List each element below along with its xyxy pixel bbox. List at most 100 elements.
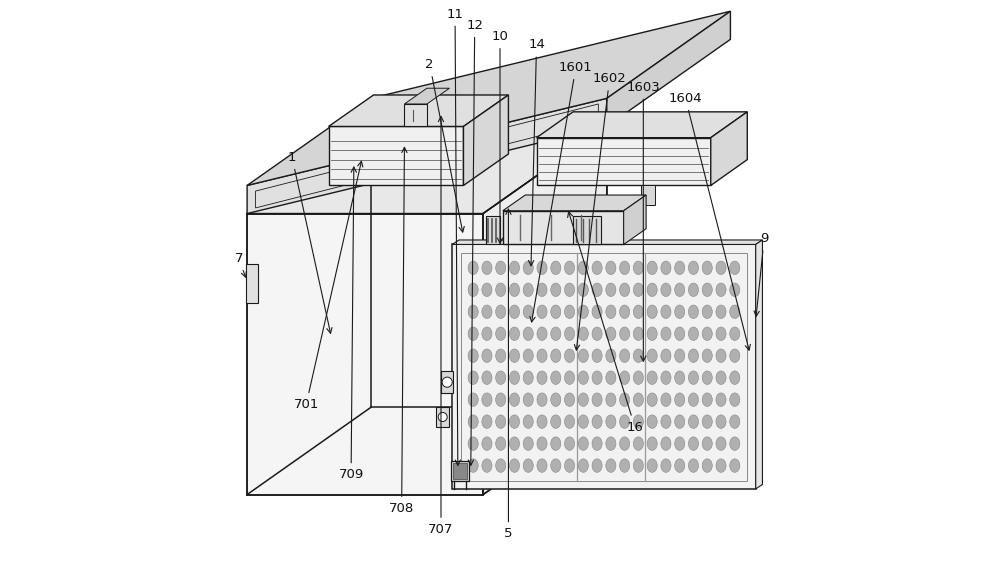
- Ellipse shape: [688, 437, 699, 450]
- Ellipse shape: [716, 415, 726, 428]
- Ellipse shape: [496, 349, 506, 362]
- Ellipse shape: [523, 393, 533, 406]
- Ellipse shape: [578, 371, 588, 384]
- Ellipse shape: [620, 327, 630, 341]
- Polygon shape: [624, 195, 646, 244]
- Ellipse shape: [730, 371, 740, 384]
- Polygon shape: [247, 214, 483, 495]
- Ellipse shape: [716, 349, 726, 362]
- Ellipse shape: [537, 327, 547, 341]
- Ellipse shape: [578, 261, 588, 275]
- Ellipse shape: [496, 437, 506, 450]
- Polygon shape: [503, 211, 624, 244]
- Ellipse shape: [702, 371, 712, 384]
- Text: 11: 11: [447, 7, 464, 465]
- Ellipse shape: [482, 371, 492, 384]
- Ellipse shape: [482, 393, 492, 406]
- Text: 12: 12: [466, 19, 483, 465]
- Text: 9: 9: [754, 232, 768, 316]
- Circle shape: [442, 377, 452, 387]
- Polygon shape: [247, 11, 730, 185]
- Ellipse shape: [564, 437, 575, 450]
- Ellipse shape: [661, 261, 671, 275]
- Ellipse shape: [675, 327, 685, 341]
- Ellipse shape: [468, 415, 478, 428]
- Ellipse shape: [509, 437, 520, 450]
- Ellipse shape: [661, 371, 671, 384]
- Ellipse shape: [702, 261, 712, 275]
- Ellipse shape: [716, 437, 726, 450]
- Ellipse shape: [537, 437, 547, 450]
- Ellipse shape: [620, 393, 630, 406]
- Polygon shape: [537, 138, 711, 185]
- Ellipse shape: [702, 393, 712, 406]
- Text: 10: 10: [492, 30, 508, 243]
- Ellipse shape: [661, 393, 671, 406]
- Ellipse shape: [633, 459, 643, 472]
- Ellipse shape: [702, 283, 712, 297]
- Ellipse shape: [537, 261, 547, 275]
- Ellipse shape: [730, 393, 740, 406]
- Ellipse shape: [702, 327, 712, 341]
- Text: 701: 701: [293, 161, 363, 411]
- Polygon shape: [503, 195, 646, 211]
- Ellipse shape: [647, 371, 657, 384]
- Ellipse shape: [523, 371, 533, 384]
- Ellipse shape: [730, 437, 740, 450]
- Ellipse shape: [509, 415, 520, 428]
- Ellipse shape: [647, 459, 657, 472]
- Ellipse shape: [509, 305, 520, 319]
- Ellipse shape: [537, 393, 547, 406]
- Text: 707: 707: [428, 116, 454, 536]
- Ellipse shape: [716, 371, 726, 384]
- Ellipse shape: [496, 459, 506, 472]
- Ellipse shape: [675, 349, 685, 362]
- Ellipse shape: [620, 437, 630, 450]
- Ellipse shape: [716, 261, 726, 275]
- Ellipse shape: [716, 327, 726, 341]
- Ellipse shape: [730, 305, 740, 319]
- Ellipse shape: [716, 459, 726, 472]
- Polygon shape: [463, 95, 508, 185]
- Ellipse shape: [509, 393, 520, 406]
- Ellipse shape: [496, 393, 506, 406]
- Ellipse shape: [496, 283, 506, 297]
- Ellipse shape: [675, 283, 685, 297]
- Ellipse shape: [620, 305, 630, 319]
- Ellipse shape: [468, 261, 478, 275]
- Ellipse shape: [688, 261, 699, 275]
- Ellipse shape: [633, 415, 643, 428]
- Ellipse shape: [496, 415, 506, 428]
- Ellipse shape: [551, 283, 561, 297]
- Ellipse shape: [688, 371, 699, 384]
- Ellipse shape: [509, 261, 520, 275]
- Polygon shape: [246, 264, 258, 303]
- Text: 1604: 1604: [669, 92, 750, 350]
- Ellipse shape: [496, 305, 506, 319]
- Ellipse shape: [551, 459, 561, 472]
- Text: 5: 5: [504, 209, 513, 541]
- Ellipse shape: [633, 283, 643, 297]
- Ellipse shape: [509, 459, 520, 472]
- Ellipse shape: [606, 393, 616, 406]
- Ellipse shape: [606, 371, 616, 384]
- Ellipse shape: [716, 283, 726, 297]
- Ellipse shape: [496, 371, 506, 384]
- Ellipse shape: [482, 261, 492, 275]
- Ellipse shape: [523, 437, 533, 450]
- Ellipse shape: [606, 415, 616, 428]
- Ellipse shape: [633, 371, 643, 384]
- Polygon shape: [452, 240, 762, 244]
- Ellipse shape: [688, 305, 699, 319]
- Ellipse shape: [675, 437, 685, 450]
- Ellipse shape: [564, 283, 575, 297]
- Polygon shape: [329, 126, 463, 185]
- Ellipse shape: [564, 393, 575, 406]
- Ellipse shape: [578, 393, 588, 406]
- Ellipse shape: [537, 349, 547, 362]
- Ellipse shape: [647, 437, 657, 450]
- Polygon shape: [641, 185, 655, 205]
- Ellipse shape: [730, 349, 740, 362]
- Ellipse shape: [537, 415, 547, 428]
- Text: 1602: 1602: [574, 72, 626, 350]
